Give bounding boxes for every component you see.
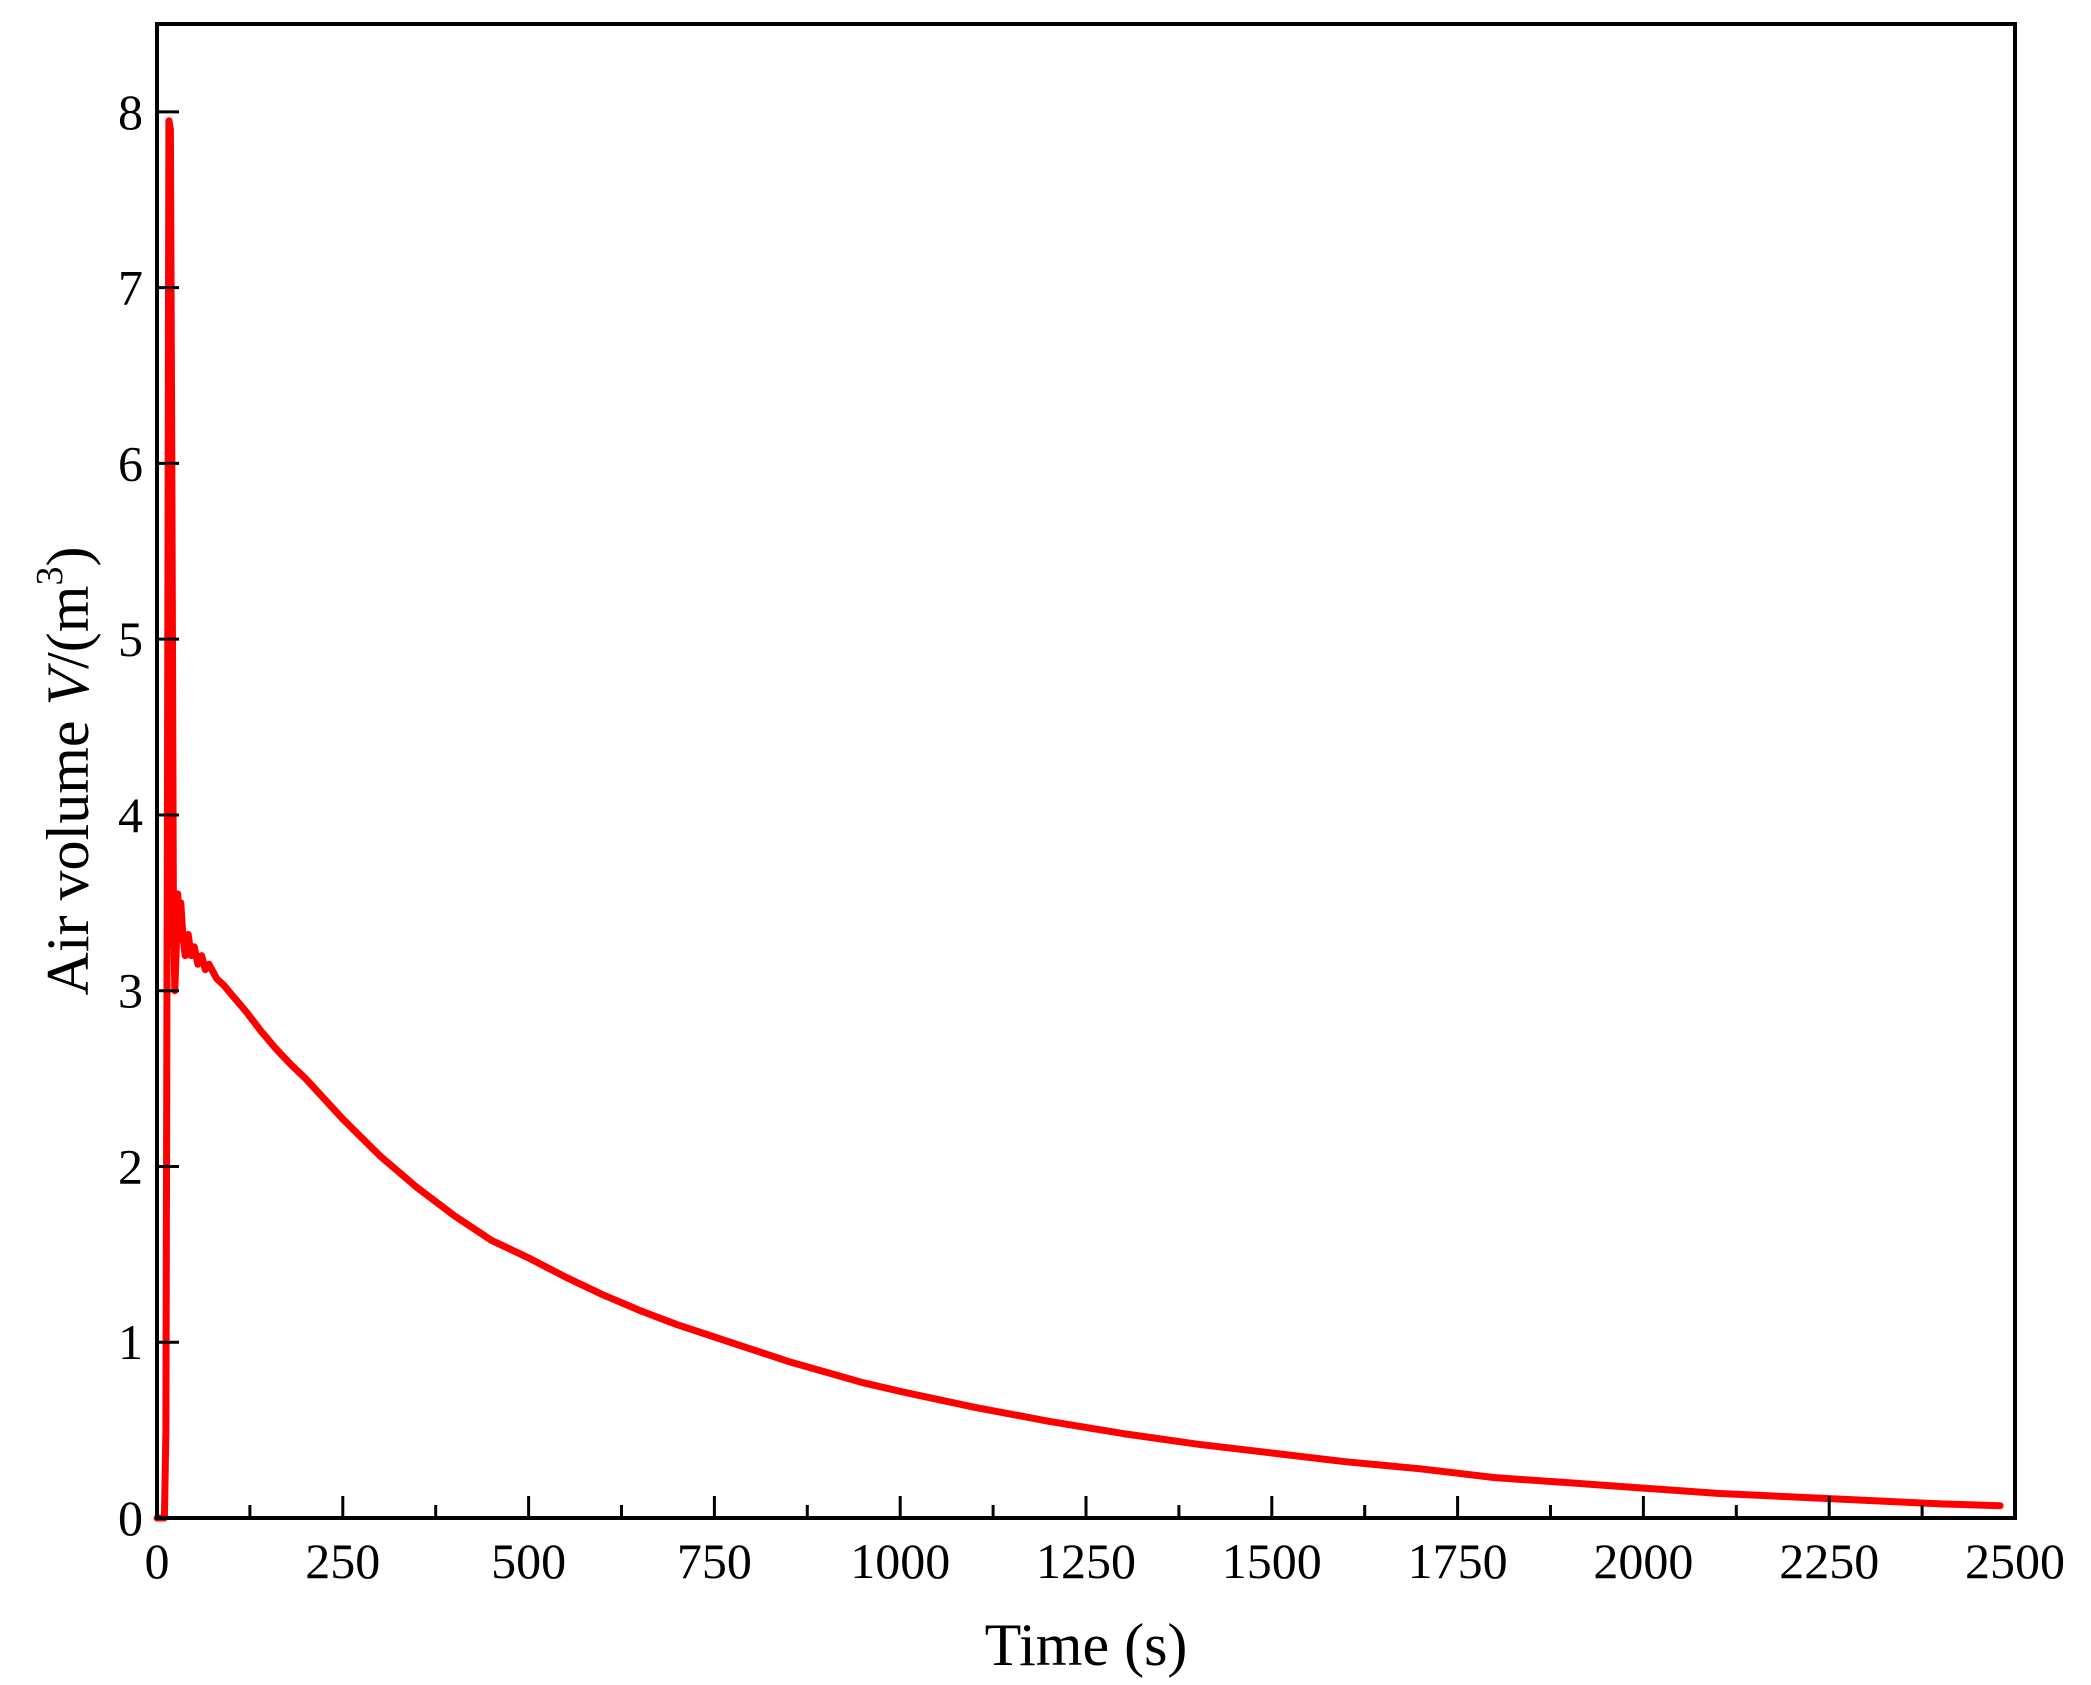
- x-tick-label: 1750: [1408, 1533, 1508, 1589]
- x-tick-label: 1250: [1036, 1533, 1136, 1589]
- data-layer: [153, 117, 2004, 1522]
- y-axis-title-variable: V: [35, 663, 101, 706]
- y-tick-label: 6: [118, 435, 143, 491]
- y-tick-label: 2: [118, 1138, 143, 1194]
- y-tick-label: 3: [118, 963, 143, 1019]
- x-tick-label: 0: [145, 1533, 170, 1589]
- x-tick-label: 750: [677, 1533, 752, 1589]
- x-tick-label: 1500: [1222, 1533, 1322, 1589]
- x-tick-label: 250: [305, 1533, 380, 1589]
- x-tick-label: 2000: [1593, 1533, 1693, 1589]
- y-axis-title-exponent: 3: [29, 567, 71, 586]
- x-tick-label: 2250: [1779, 1533, 1879, 1589]
- y-axis-title: Air volume V/(m3): [29, 547, 101, 996]
- tick-layer: [155, 110, 2017, 1520]
- y-tick-label: 8: [118, 84, 143, 140]
- y-axis-title-unit: /(m: [35, 586, 101, 669]
- y-tick-label: 5: [118, 611, 143, 667]
- series-line-0: [153, 117, 2004, 1522]
- plot-frame: [155, 22, 2017, 1520]
- x-tick-label: 500: [491, 1533, 566, 1589]
- y-tick-label: 4: [118, 787, 143, 843]
- x-tick-label: 1000: [850, 1533, 950, 1589]
- y-tick-label: 7: [118, 260, 143, 316]
- x-axis-title: Time (s): [985, 1612, 1188, 1678]
- y-tick-label: 1: [118, 1314, 143, 1370]
- y-axis-title-unit-close: ): [35, 547, 101, 567]
- y-axis-title-prefix: Air volume: [35, 706, 101, 996]
- x-tick-label: 2500: [1965, 1533, 2065, 1589]
- tick-label-layer: 0 250 500 750 1000 1250 1500 1750 2000 2250 2500 0 1…: [118, 84, 2065, 1589]
- y-tick-label: 0: [118, 1490, 143, 1546]
